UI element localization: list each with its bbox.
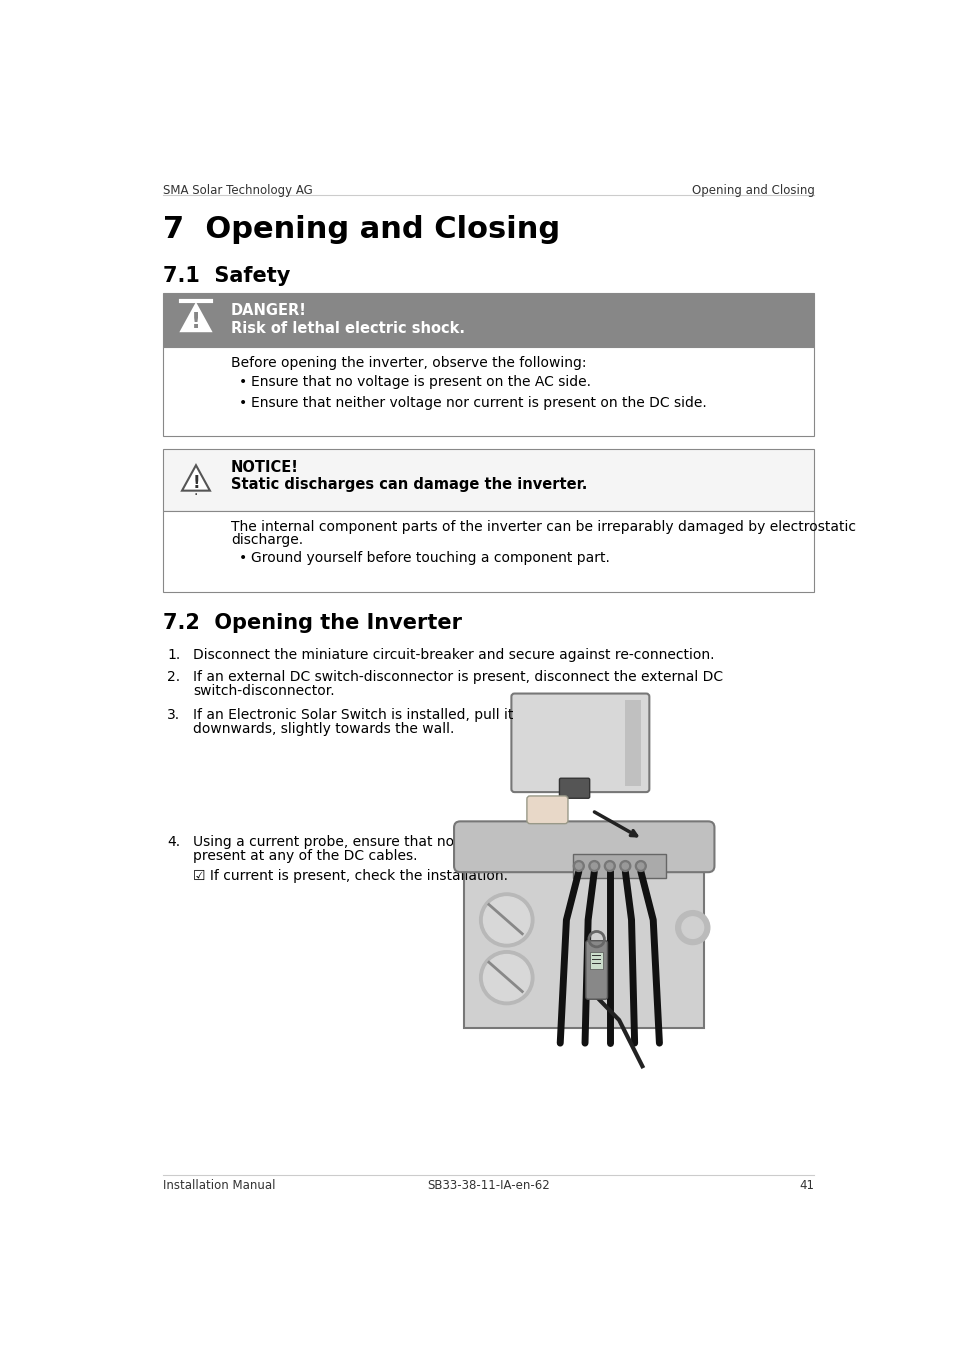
- Text: •: •: [238, 396, 247, 410]
- Text: .: .: [193, 484, 198, 498]
- FancyBboxPatch shape: [558, 779, 589, 798]
- Text: 7  Opening and Closing: 7 Opening and Closing: [163, 215, 560, 243]
- Text: SB33-38-11-IA-en-62: SB33-38-11-IA-en-62: [427, 1179, 550, 1191]
- Circle shape: [675, 911, 709, 945]
- Polygon shape: [181, 304, 211, 331]
- Circle shape: [604, 861, 615, 872]
- FancyBboxPatch shape: [454, 822, 714, 872]
- Text: Using a current probe, ensure that no current is: Using a current probe, ensure that no cu…: [193, 836, 523, 849]
- Text: Risk of lethal electric shock.: Risk of lethal electric shock.: [231, 320, 464, 335]
- Text: The internal component parts of the inverter can be irreparably damaged by elect: The internal component parts of the inve…: [231, 519, 855, 534]
- Circle shape: [635, 861, 645, 872]
- FancyBboxPatch shape: [585, 941, 607, 999]
- Bar: [163, 511, 814, 592]
- Text: Before opening the inverter, observe the following:: Before opening the inverter, observe the…: [231, 356, 586, 369]
- Text: ☑ If current is present, check the installation.: ☑ If current is present, check the insta…: [193, 869, 507, 883]
- Text: DANGER!: DANGER!: [231, 303, 307, 318]
- Text: Ensure that neither voltage nor current is present on the DC side.: Ensure that neither voltage nor current …: [251, 396, 706, 410]
- Circle shape: [483, 955, 530, 1000]
- Circle shape: [606, 863, 612, 869]
- Circle shape: [479, 892, 534, 946]
- Circle shape: [588, 861, 599, 872]
- Bar: [624, 700, 640, 786]
- Polygon shape: [182, 465, 210, 491]
- Circle shape: [621, 863, 628, 869]
- Bar: [590, 952, 602, 969]
- Circle shape: [637, 863, 643, 869]
- Text: 2.: 2.: [167, 669, 180, 684]
- Circle shape: [573, 861, 583, 872]
- Text: Disconnect the miniature circuit-breaker and secure against re-connection.: Disconnect the miniature circuit-breaker…: [193, 648, 714, 662]
- Text: 1.: 1.: [167, 648, 180, 662]
- Text: Installation Manual: Installation Manual: [163, 1179, 275, 1191]
- Bar: [163, 347, 814, 435]
- Text: SMA Solar Technology AG: SMA Solar Technology AG: [163, 184, 313, 197]
- Text: downwards, slightly towards the wall.: downwards, slightly towards the wall.: [193, 722, 454, 735]
- FancyBboxPatch shape: [464, 850, 703, 1028]
- Text: Static discharges can damage the inverter.: Static discharges can damage the inverte…: [231, 477, 587, 492]
- Text: If an external DC switch-disconnector is present, disconnect the external DC: If an external DC switch-disconnector is…: [193, 669, 722, 684]
- Text: 7.2  Opening the Inverter: 7.2 Opening the Inverter: [163, 614, 462, 634]
- Text: NOTICE!: NOTICE!: [231, 460, 298, 476]
- FancyBboxPatch shape: [511, 694, 649, 792]
- Text: •: •: [238, 375, 247, 389]
- Circle shape: [681, 917, 703, 938]
- Bar: [163, 293, 814, 347]
- Text: 7.1  Safety: 7.1 Safety: [163, 266, 291, 287]
- Text: 3.: 3.: [167, 708, 180, 722]
- Circle shape: [479, 950, 534, 1005]
- Circle shape: [591, 863, 597, 869]
- Text: Opening and Closing: Opening and Closing: [691, 184, 814, 197]
- Text: 41: 41: [799, 1179, 814, 1191]
- Text: 4.: 4.: [167, 836, 180, 849]
- FancyBboxPatch shape: [526, 796, 567, 823]
- Text: discharge.: discharge.: [231, 533, 303, 546]
- Circle shape: [619, 861, 630, 872]
- Text: Ground yourself before touching a component part.: Ground yourself before touching a compon…: [251, 552, 609, 565]
- Bar: [163, 449, 814, 511]
- Circle shape: [483, 896, 530, 944]
- Text: present at any of the DC cables.: present at any of the DC cables.: [193, 849, 417, 863]
- Bar: [572, 854, 665, 877]
- Text: •: •: [238, 552, 247, 565]
- Circle shape: [575, 863, 581, 869]
- Text: switch-disconnector.: switch-disconnector.: [193, 684, 335, 698]
- Text: If an Electronic Solar Switch is installed, pull it: If an Electronic Solar Switch is install…: [193, 708, 513, 722]
- Text: Ensure that no voltage is present on the AC side.: Ensure that no voltage is present on the…: [251, 375, 590, 389]
- Text: !: !: [191, 311, 201, 331]
- Text: !: !: [192, 473, 199, 492]
